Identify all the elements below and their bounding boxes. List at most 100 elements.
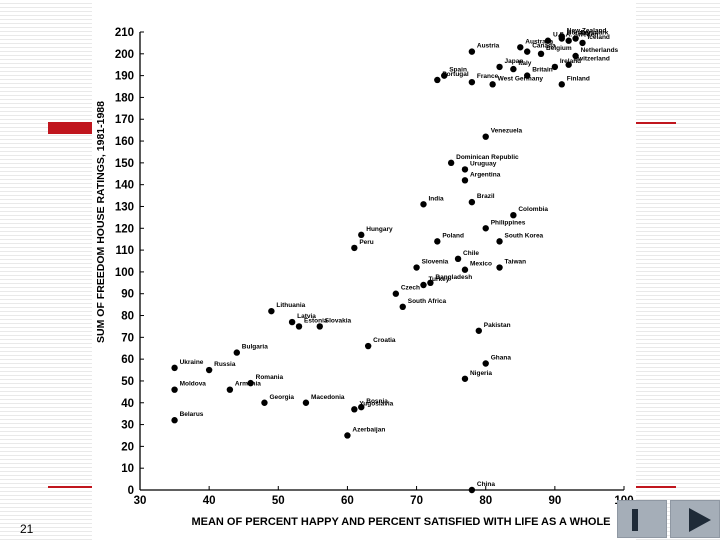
point-label: Denmark — [581, 30, 609, 37]
data-point — [233, 349, 240, 356]
y-axis-label: SUM OF FREEDOM HOUSE RATINGS, 1981-1988 — [95, 101, 107, 343]
point-label: Ghana — [491, 355, 512, 362]
x-tick-label: 70 — [410, 495, 423, 507]
point-label: Ireland — [560, 58, 581, 65]
data-point — [558, 81, 565, 88]
x-axis-label: MEAN OF PERCENT HAPPY AND PERCENT SATISF… — [191, 516, 610, 528]
point-label: Taiwan — [505, 259, 527, 266]
data-point — [496, 63, 503, 71]
point-label: Netherlands — [581, 47, 619, 54]
data-point — [447, 159, 455, 167]
data-point — [247, 379, 254, 387]
data-point — [524, 72, 531, 79]
data-point — [565, 61, 572, 68]
data-point — [489, 81, 496, 88]
data-point — [344, 432, 351, 439]
point-label: France — [477, 73, 499, 80]
y-tick-label: 120 — [115, 223, 134, 235]
accent-line-bottom-left — [48, 486, 110, 488]
x-tick-label: 40 — [203, 495, 216, 507]
data-point — [261, 399, 268, 406]
chart-axes — [139, 32, 624, 491]
point-label: Poland — [442, 232, 464, 239]
point-label: Czech — [401, 285, 420, 292]
point-label: Slovakia — [325, 317, 352, 324]
data-point — [399, 303, 406, 310]
data-point — [288, 318, 296, 326]
point-label: Iceland — [588, 34, 610, 41]
point-label: Norway — [567, 30, 591, 37]
point-label: Canada — [532, 43, 556, 50]
data-point — [420, 281, 427, 289]
y-tick-label: 30 — [121, 420, 134, 432]
point-label: Bosnia — [366, 398, 388, 405]
data-point — [524, 48, 531, 55]
point-label: South Korea — [505, 232, 544, 239]
point-label: Colombia — [518, 206, 548, 213]
data-point — [468, 48, 476, 55]
x-tick-label: 50 — [272, 495, 285, 507]
point-label: Azerbaijan — [352, 426, 385, 433]
point-label: Philippines — [491, 219, 526, 226]
data-point — [468, 78, 476, 86]
data-point — [565, 37, 572, 44]
arrow-right-icon — [689, 508, 711, 532]
slide-navigation — [614, 498, 720, 540]
point-label: Bangladesh — [435, 274, 472, 281]
data-point — [413, 264, 420, 271]
point-label: Portugal — [442, 71, 469, 78]
point-label: Armenia — [235, 381, 261, 388]
data-point — [482, 133, 489, 140]
chart-panel: 0 10 20 30 40 50 60 70 80 90 100 110 120 130 140 150 160… — [92, 0, 636, 540]
data-point — [171, 417, 178, 424]
data-point — [461, 375, 469, 382]
y-tick-label: 130 — [115, 201, 134, 213]
chart-points — [171, 33, 586, 494]
y-tick-label: 70 — [121, 332, 134, 344]
arrow-left-icon — [632, 509, 638, 531]
data-point — [579, 39, 586, 47]
point-label: Ukraine — [180, 359, 204, 366]
point-label: Spain — [449, 67, 467, 74]
point-label: Sweden — [574, 32, 599, 39]
point-label: Belgium — [546, 45, 572, 52]
data-point — [302, 399, 310, 406]
y-tick-label: 210 — [115, 27, 134, 39]
point-label: U.S.A. — [553, 32, 572, 39]
data-point — [468, 198, 476, 206]
point-label: Australia — [525, 38, 553, 45]
point-label: South Africa — [408, 298, 447, 305]
data-point — [475, 327, 482, 334]
y-tick-label: 170 — [115, 114, 134, 126]
y-tick-label: 180 — [115, 92, 134, 104]
data-point — [358, 403, 365, 411]
accent-line-top — [600, 122, 676, 124]
data-point — [392, 290, 400, 297]
previous-slide-button[interactable] — [617, 500, 667, 538]
y-tick-label: 190 — [115, 71, 134, 83]
data-point — [205, 366, 213, 374]
data-point — [572, 52, 579, 60]
point-label: Croatia — [373, 337, 396, 344]
data-point — [171, 386, 178, 393]
y-tick-label: 160 — [115, 136, 134, 148]
scatter-chart: 0 10 20 30 40 50 60 70 80 90 100 110 120 130 140 150 160… — [95, 27, 634, 528]
point-label: Pakistan — [484, 322, 511, 329]
data-point — [420, 201, 427, 208]
data-point — [517, 44, 524, 51]
data-point — [461, 177, 469, 184]
data-point — [171, 364, 178, 372]
data-point — [461, 166, 469, 173]
y-tick-label: 110 — [115, 245, 134, 257]
point-label: India — [428, 195, 444, 202]
point-label: Uruguay — [470, 160, 497, 167]
x-tick-label: 80 — [479, 495, 492, 507]
y-tick-label: 150 — [115, 158, 134, 170]
point-label: Hungary — [366, 226, 393, 233]
point-label: Moldova — [180, 381, 207, 388]
data-point — [482, 360, 489, 367]
next-slide-button[interactable] — [670, 500, 720, 538]
data-point — [537, 50, 545, 58]
point-label: Lithuania — [276, 302, 305, 309]
data-point — [510, 65, 517, 73]
